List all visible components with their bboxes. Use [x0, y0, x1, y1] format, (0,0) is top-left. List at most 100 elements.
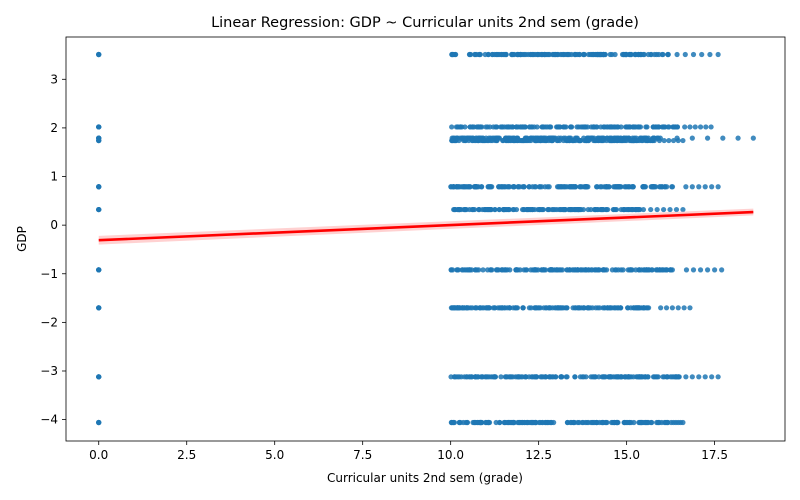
data-point [750, 135, 756, 141]
data-point [663, 305, 670, 311]
data-point [506, 206, 512, 213]
data-point [712, 267, 718, 273]
data-point [593, 184, 600, 190]
data-point [702, 374, 708, 380]
data-point [484, 267, 491, 273]
data-point [528, 137, 534, 144]
data-point [450, 137, 456, 144]
data-point [689, 374, 695, 380]
data-point [566, 137, 572, 144]
data-point [612, 51, 618, 58]
data-point [648, 206, 654, 213]
y-tick-label: 2 [50, 121, 58, 135]
data-point [549, 206, 555, 213]
data-point [596, 374, 602, 380]
data-point [613, 267, 619, 273]
data-point [544, 124, 551, 130]
data-point [588, 206, 594, 213]
data-point [517, 51, 524, 58]
data-point [585, 137, 591, 144]
data-point [484, 124, 491, 130]
data-point [715, 374, 721, 380]
data-point [507, 137, 513, 144]
data-point [489, 137, 495, 144]
data-point [507, 124, 513, 130]
data-point [549, 137, 555, 144]
data-point [469, 206, 475, 213]
data-point [492, 206, 498, 213]
data-point [490, 305, 496, 311]
data-point [630, 184, 636, 190]
data-point [571, 137, 577, 144]
data-point [481, 137, 487, 144]
data-point [635, 51, 641, 58]
data-point [526, 305, 532, 311]
data-point [586, 305, 592, 311]
data-point [492, 374, 499, 380]
data-point [544, 51, 550, 58]
data-point [702, 184, 708, 190]
data-point [692, 124, 698, 130]
data-point [526, 124, 533, 130]
data-point [540, 419, 546, 426]
data-point [486, 374, 492, 380]
data-point [510, 419, 516, 426]
regression-layer [98, 208, 754, 245]
data-point [609, 305, 615, 311]
data-point [477, 51, 483, 58]
data-point [580, 305, 586, 311]
data-point [631, 419, 637, 426]
data-point [622, 184, 628, 190]
data-point [555, 137, 561, 144]
data-point [580, 267, 586, 273]
data-point [561, 124, 567, 130]
data-point [581, 137, 587, 144]
data-point [519, 206, 526, 213]
data-point [480, 267, 486, 273]
data-point [499, 267, 505, 273]
data-point [709, 374, 715, 380]
data-point [558, 374, 564, 380]
data-point [494, 137, 500, 144]
data-point [668, 374, 674, 380]
data-point [476, 267, 482, 273]
data-point [673, 374, 679, 380]
data-point [653, 267, 659, 273]
data-point [539, 184, 545, 190]
data-point [488, 206, 494, 213]
data-point [607, 137, 613, 144]
data-point [709, 184, 715, 190]
data-point [642, 184, 649, 190]
data-point [544, 419, 550, 426]
data-point [649, 419, 655, 426]
data-point [643, 137, 649, 144]
data-point [513, 124, 520, 130]
data-point [629, 267, 635, 273]
x-tick-label: 15.0 [613, 448, 640, 462]
data-point [549, 267, 555, 273]
data-point [662, 184, 668, 190]
data-point [643, 124, 649, 130]
data-point [556, 184, 562, 190]
data-point [493, 124, 499, 130]
data-point [596, 267, 602, 273]
data-point [459, 305, 466, 311]
data-point [666, 137, 672, 144]
data-point [503, 137, 509, 144]
data-point [546, 184, 552, 190]
data-point [600, 51, 607, 58]
data-point [455, 206, 461, 213]
data-point [697, 124, 704, 130]
data-point [638, 267, 645, 273]
data-point [578, 137, 584, 144]
data-point [459, 124, 465, 130]
data-point [704, 267, 711, 273]
data-point [633, 267, 639, 273]
data-point [697, 267, 704, 273]
data-point [672, 124, 678, 130]
data-point [618, 267, 624, 273]
data-point [669, 305, 675, 311]
data-point [638, 305, 645, 311]
data-point [541, 267, 547, 273]
